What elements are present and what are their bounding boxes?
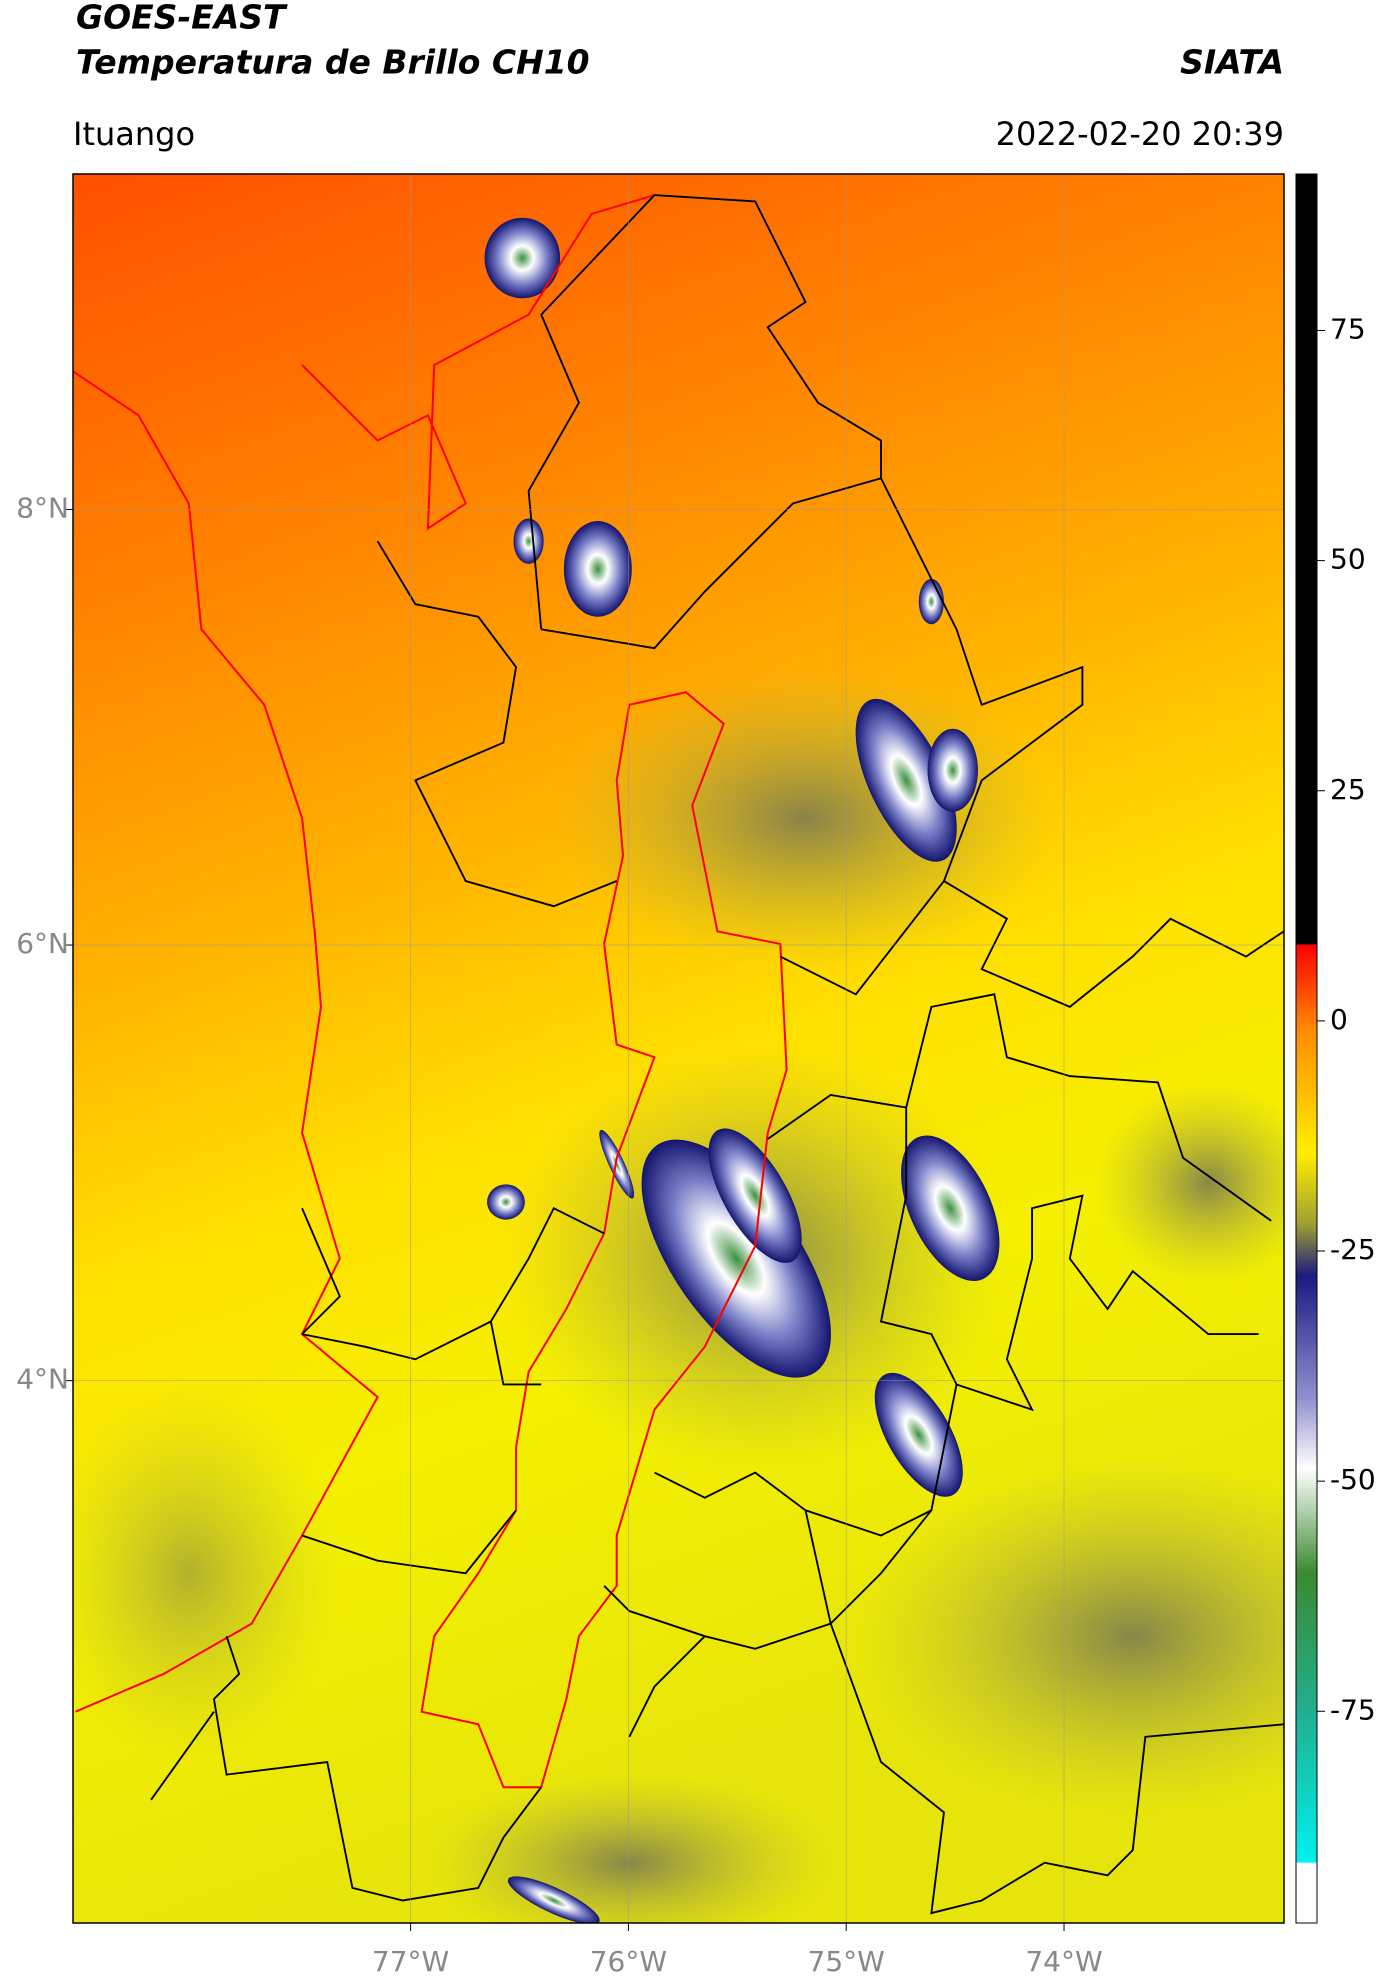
lon-tick-label: 76°W: [590, 1945, 667, 1978]
page: GOES-EAST Temperatura de Brillo CH10 SIA…: [0, 0, 1384, 1981]
lat-tick-label: 4°N: [16, 1363, 69, 1396]
lat-tick-label: 6°N: [16, 927, 69, 960]
colorbar-tick-label: 0: [1330, 1003, 1348, 1036]
timestamp: 2022-02-20 20:39: [996, 115, 1284, 153]
lon-tick-label: 74°W: [1025, 1945, 1102, 1978]
colorbar-tick-label: -75: [1330, 1693, 1376, 1726]
map-image: [38, 174, 1384, 1951]
colorbar: [1296, 174, 1317, 1923]
lat-tick-label: 8°N: [16, 491, 69, 524]
location: Ituango: [73, 115, 195, 153]
colorbar-tick-label: -25: [1330, 1233, 1376, 1266]
colorbar-tick-label: 50: [1330, 543, 1366, 576]
colorbar-ticks: 75 50 25 0 -25 -50 -75: [1317, 312, 1376, 1726]
lon-tick-label: 77°W: [372, 1945, 449, 1978]
agency: SIATA: [1180, 43, 1284, 82]
lon-tick-label: 75°W: [808, 1945, 885, 1978]
subtitle: Temperatura de Brillo CH10: [76, 43, 590, 82]
colorbar-tick-label: 75: [1330, 312, 1366, 345]
colorbar-tick-label: -50: [1330, 1463, 1376, 1496]
colorbar-tick-label: 25: [1330, 773, 1366, 806]
title: GOES-EAST: [76, 0, 288, 37]
